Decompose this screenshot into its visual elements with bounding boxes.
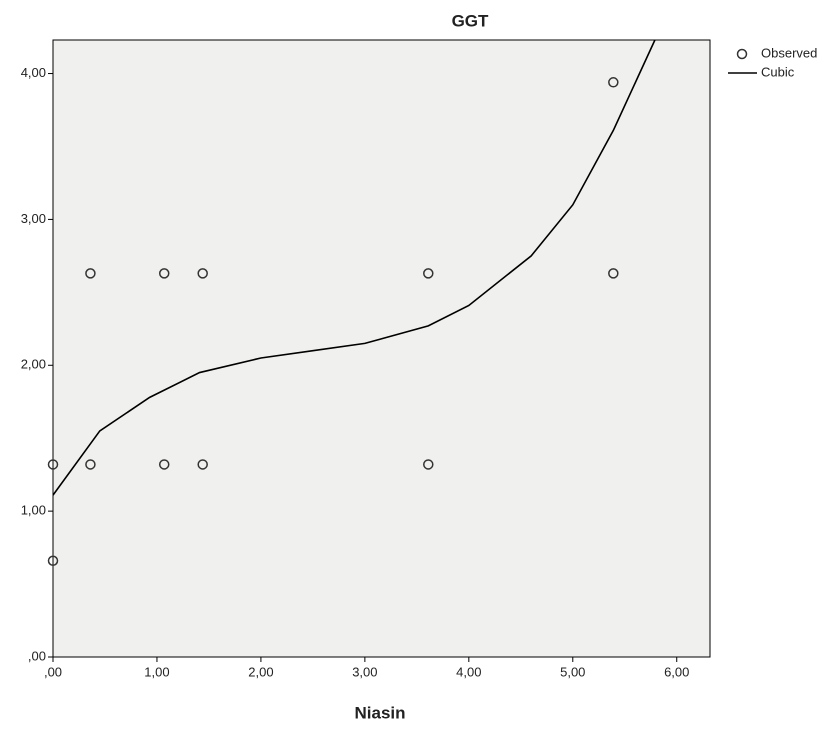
x-tick-label: 6,00 [664,664,689,679]
x-tick-label: 5,00 [560,664,585,679]
y-tick-label: 1,00 [21,503,46,518]
legend-marker [736,48,748,60]
data-point [197,268,208,279]
data-point [608,268,619,279]
fit-line [53,40,656,496]
y-tick-label: 2,00 [21,357,46,372]
x-tick-label: 3,00 [352,664,377,679]
x-tick-label: 4,00 [456,664,481,679]
x-tick-label: ,00 [44,664,62,679]
x-axis-label: Niasin [354,703,405,722]
data-point [423,268,434,279]
plot-area [52,39,711,658]
data-point [158,268,170,279]
data-point [47,555,59,566]
data-point [47,459,59,470]
data-point [423,459,434,470]
x-tick-label: 2,00 [248,664,273,679]
y-tick-label: ,00 [28,648,46,663]
chart-title: GGT [452,11,489,30]
data-point [85,459,96,470]
y-tick-label: 4,00 [21,65,46,80]
data-point [608,77,619,88]
data-point [197,459,208,470]
legend-label: Cubic [761,64,795,79]
data-point [158,459,170,470]
legend-label: Observed [761,45,817,60]
x-tick-label: 1,00 [144,664,169,679]
y-tick-label: 3,00 [21,211,46,226]
data-point [85,268,96,279]
